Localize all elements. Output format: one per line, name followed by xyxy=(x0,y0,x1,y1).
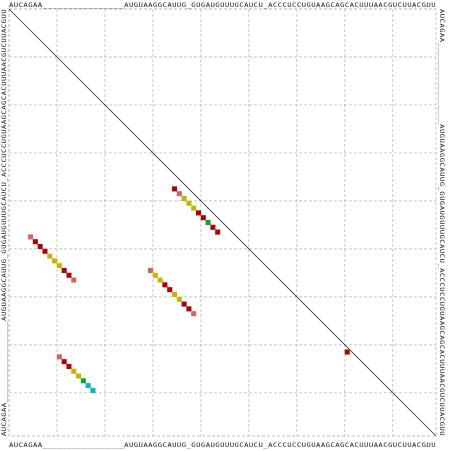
base-pair-dot xyxy=(148,267,154,273)
base-pair-dot xyxy=(66,363,72,369)
sequence-right: AUCAGAA_________________AUGUAAGGCAUUG_GU… xyxy=(438,9,445,436)
base-pair-dot xyxy=(181,301,187,307)
base-pair-dot xyxy=(71,277,77,283)
base-pair-dot xyxy=(32,239,38,245)
base-pair-dot xyxy=(47,253,53,259)
base-pair-dot xyxy=(172,186,178,192)
base-pair-dot xyxy=(186,306,192,312)
base-pair-dot xyxy=(85,383,91,389)
main-diagonal xyxy=(8,8,437,437)
base-pair-dot xyxy=(56,263,62,269)
base-pair-dot xyxy=(61,359,67,365)
base-pair-dot xyxy=(186,200,192,206)
base-pair-dot xyxy=(37,243,43,250)
base-pair-dot xyxy=(61,267,67,273)
base-pair-dot xyxy=(28,234,34,240)
sequence-top: AUCAGAA_________________AUGUAAGGCAUUG_GU… xyxy=(9,2,436,9)
base-pair-dot xyxy=(167,287,173,293)
base-pair-dot xyxy=(90,387,96,393)
base-pair-dot xyxy=(52,258,58,264)
sequence-left: AUCAGAA_________________AUGUAAGGCAUUG_GU… xyxy=(1,9,8,436)
base-pair-dot xyxy=(176,191,182,197)
base-pair-dot xyxy=(157,277,163,283)
base-pair-dot xyxy=(66,272,72,278)
base-pair-dot xyxy=(176,296,182,302)
base-pair-dot xyxy=(76,373,82,379)
base-pair-dot xyxy=(191,311,197,317)
base-pair-dot xyxy=(210,224,216,230)
base-pair-dot xyxy=(162,282,168,288)
base-pair-dot xyxy=(42,248,48,254)
base-pair-dot xyxy=(152,272,158,278)
base-pair-dot xyxy=(172,291,178,297)
base-pair-dot xyxy=(71,368,77,374)
base-pair-dot xyxy=(80,378,86,384)
base-pair-dot xyxy=(56,354,62,360)
base-pair-dot xyxy=(205,219,211,226)
base-pair-dot xyxy=(344,349,350,355)
base-pair-dot xyxy=(215,229,221,235)
base-pair-dot xyxy=(181,195,187,202)
base-pair-dot xyxy=(191,205,197,211)
base-pair-dots xyxy=(28,186,350,393)
base-pair-dot xyxy=(195,210,202,216)
sequence-bottom: AUCAGAA_________________AUGUAAGGCAUUG_GU… xyxy=(9,442,436,449)
plot-border xyxy=(8,8,437,437)
grid-lines xyxy=(8,8,437,437)
base-pair-dot xyxy=(200,215,206,221)
